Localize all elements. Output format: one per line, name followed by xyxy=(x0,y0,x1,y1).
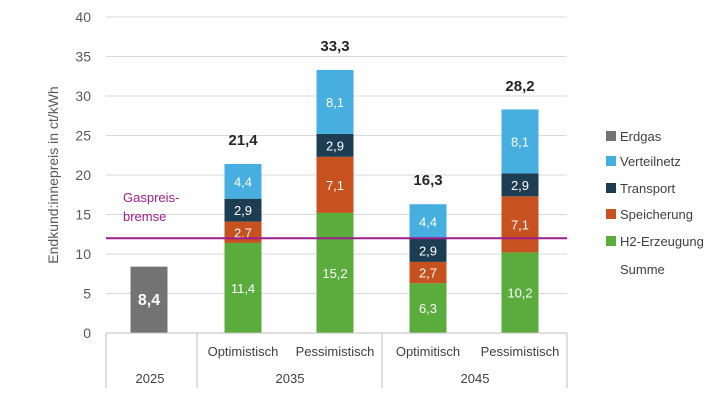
bar-value-label: 2,7 xyxy=(234,225,252,240)
legend-label: Transport xyxy=(620,181,676,196)
legend-label: Speicherung xyxy=(620,207,693,222)
x-group-label: 2025 xyxy=(136,371,165,386)
bar-value-label: 8,1 xyxy=(511,134,529,149)
bar-segment xyxy=(501,109,539,174)
bar-value-label: 4,4 xyxy=(419,215,437,230)
bar-segment xyxy=(316,69,354,134)
bar-segment xyxy=(409,283,447,333)
bar-segment xyxy=(501,173,539,197)
bar-segment xyxy=(316,212,354,333)
x-tick-label: Pessimistisch xyxy=(481,344,560,359)
bar-value-label: 2,7 xyxy=(419,266,437,281)
bar-segment xyxy=(409,204,447,239)
y-tick-label: 0 xyxy=(83,325,91,341)
bars: 8,4 11,4 2,7 2,9 4,4 21,4 15,2 7,1 2,9 8,1 33,3 6,3… xyxy=(130,38,539,333)
bar-value-label: 10,2 xyxy=(507,286,532,301)
x-axis: Optimistisch Pessimistisch Optimitisch Pess… xyxy=(105,332,568,388)
bar-value-label: 7,1 xyxy=(511,217,529,232)
legend: Erdgas Verteilnetz Transport Speicherung H2-… xyxy=(606,129,704,277)
y-tick-label: 20 xyxy=(75,167,91,183)
gas-price-brake-line: Gaspreis-bremse xyxy=(106,190,567,240)
bar-value-label: 15,2 xyxy=(322,266,347,281)
reference-line-label: bremse xyxy=(123,209,166,224)
x-group-label: 2045 xyxy=(461,371,490,386)
x-tick-label: Pessimistisch xyxy=(296,344,375,359)
bar-value-label: 2,9 xyxy=(326,138,344,153)
y-tick-label: 30 xyxy=(75,88,91,104)
y-axis-title: Endkund:innepreis in ct/kWh xyxy=(45,86,61,263)
bar-segment xyxy=(409,238,447,262)
legend-swatch xyxy=(606,236,616,246)
bar-value-label: 2,9 xyxy=(511,178,529,193)
reference-line-label: Gaspreis- xyxy=(123,190,179,205)
legend-label: Verteilnetz xyxy=(620,154,681,169)
bar-segment xyxy=(224,242,262,333)
bar-total-label: 21,4 xyxy=(228,132,258,149)
bar-segment xyxy=(224,198,262,222)
bar-total-label: 28,2 xyxy=(505,78,534,95)
y-axis: 0 5 10 15 20 25 30 35 40 xyxy=(75,9,91,341)
legend-label: Summe xyxy=(620,262,665,277)
y-tick-label: 5 xyxy=(83,286,91,302)
y-tick-label: 10 xyxy=(75,246,91,262)
x-tick-label: Optimistisch xyxy=(208,344,279,359)
legend-swatch xyxy=(606,209,616,219)
bar-segment xyxy=(224,163,262,199)
bar-value-label: 6,3 xyxy=(419,301,437,316)
x-tick-label: Optimitisch xyxy=(396,344,460,359)
legend-label: Erdgas xyxy=(620,129,662,144)
y-tick-label: 40 xyxy=(75,9,91,25)
legend-swatch xyxy=(606,156,616,166)
legend-swatch xyxy=(606,183,616,193)
bar-segment xyxy=(130,266,168,333)
bar-value-label: 2,9 xyxy=(419,243,437,258)
bar-value-label: 8,4 xyxy=(138,292,160,309)
bar-segment xyxy=(501,252,539,333)
bar-total-label: 16,3 xyxy=(413,172,442,189)
bar-segment xyxy=(501,196,539,253)
y-tick-label: 35 xyxy=(75,49,91,65)
bar-value-label: 4,4 xyxy=(234,174,252,189)
bar-value-label: 11,4 xyxy=(231,281,255,296)
bar-total-label: 33,3 xyxy=(320,38,349,55)
bar-value-label: 7,1 xyxy=(326,178,344,193)
y-tick-label: 25 xyxy=(75,128,91,144)
bar-segment xyxy=(316,133,354,157)
legend-swatch xyxy=(606,131,616,141)
legend-label: H2-Erzeugung xyxy=(620,234,704,249)
x-group-label: 2035 xyxy=(276,371,305,386)
bar-segment xyxy=(316,156,354,213)
bar-value-label: 2,9 xyxy=(234,203,252,218)
bar-segment xyxy=(409,261,447,284)
bar-value-label: 8,1 xyxy=(326,95,344,110)
y-tick-label: 15 xyxy=(75,207,91,223)
